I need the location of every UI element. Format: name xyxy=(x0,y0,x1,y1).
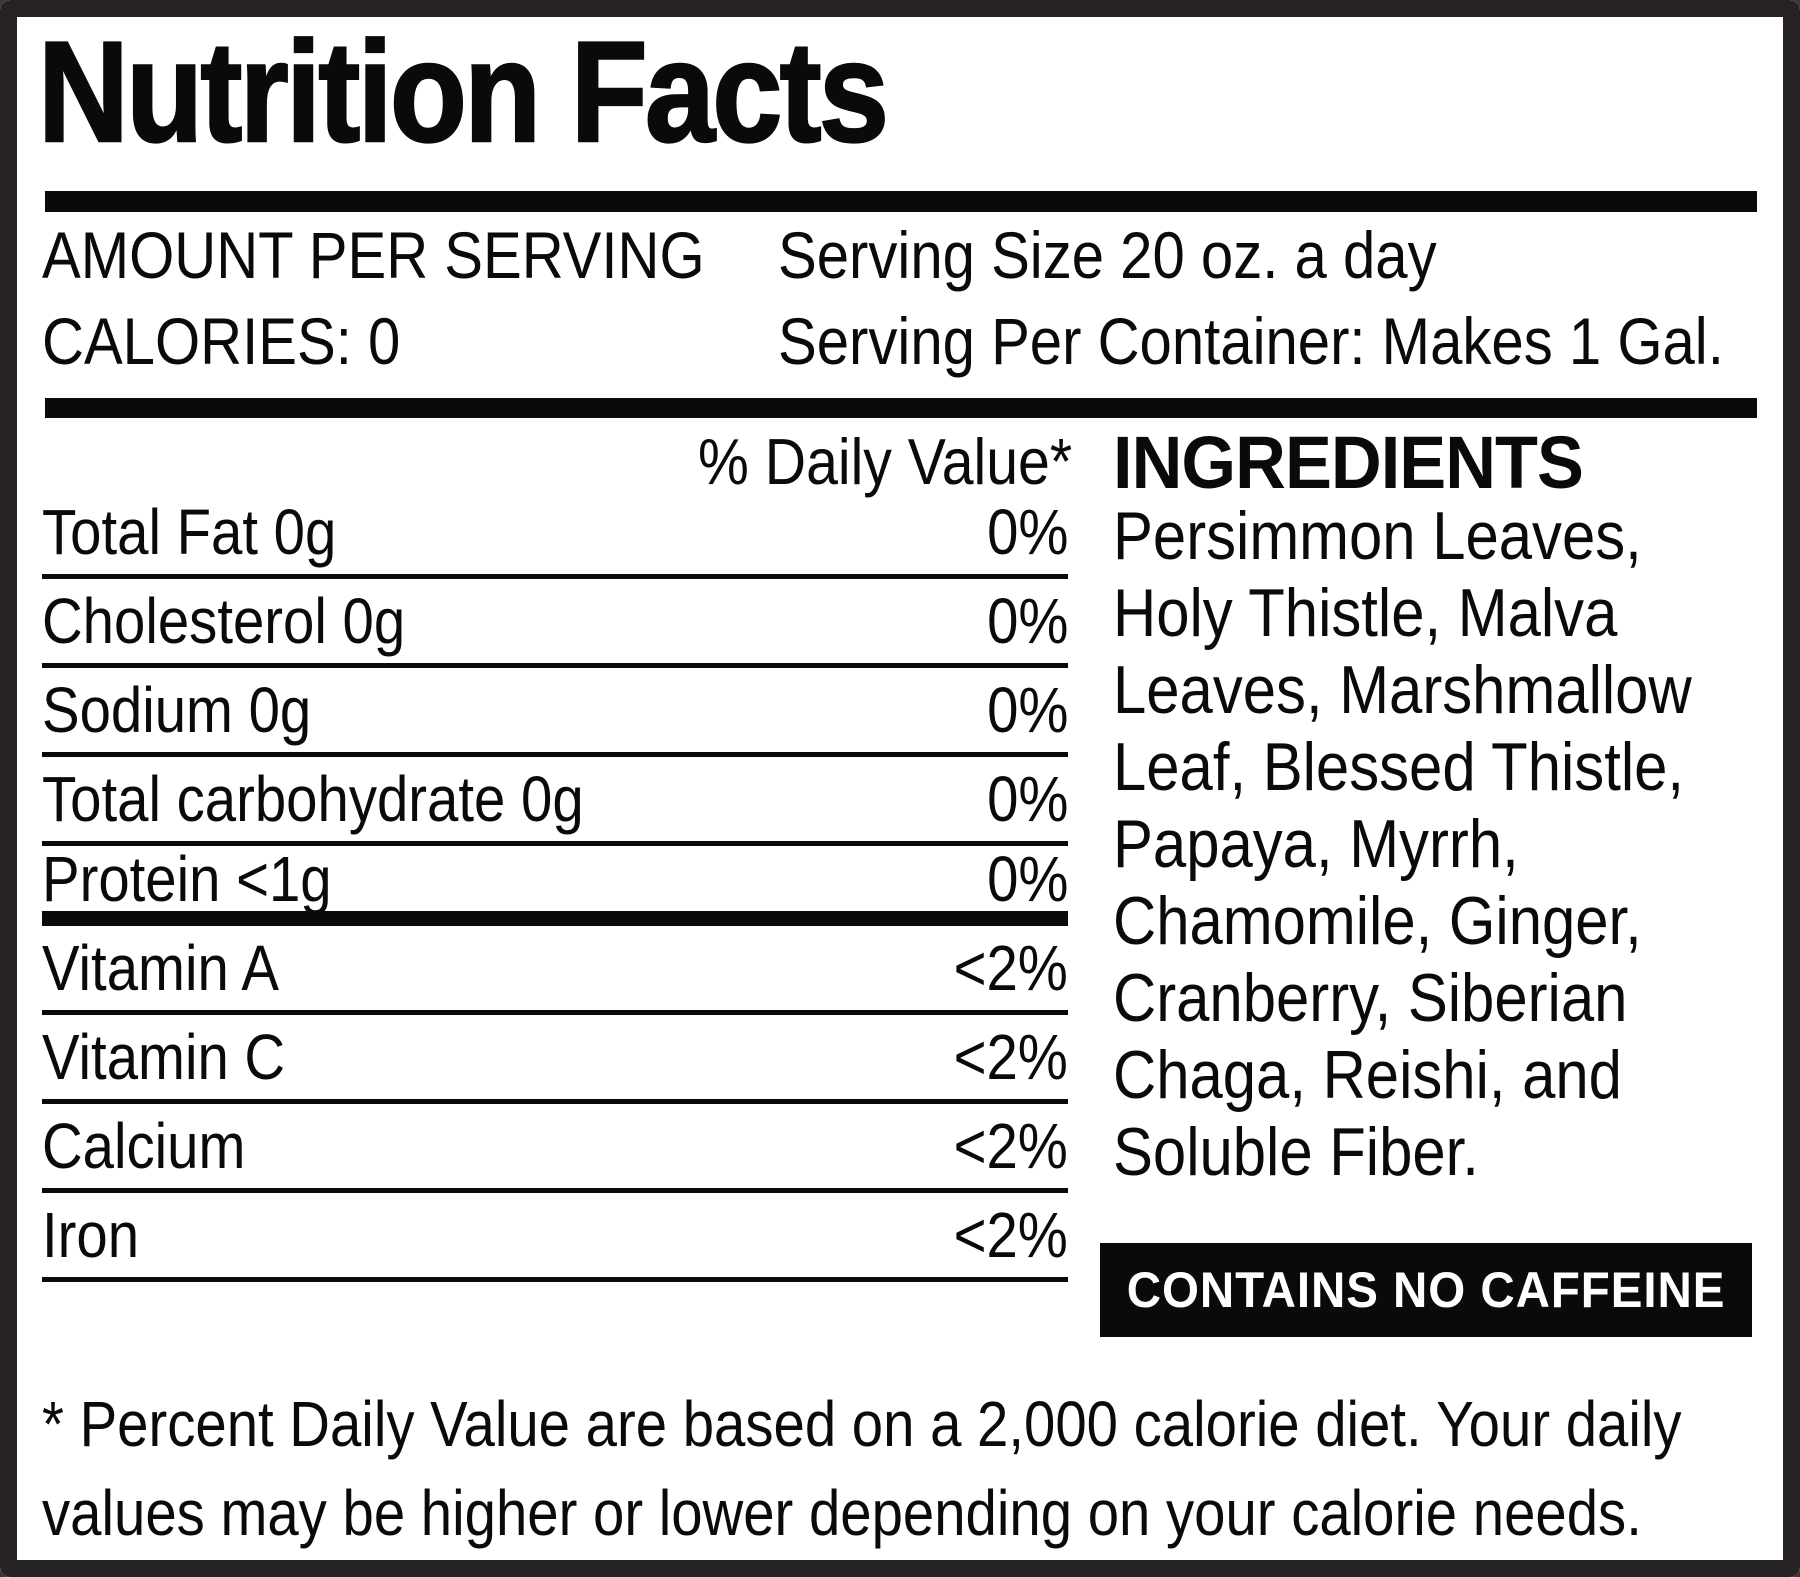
nutrient-dv: <2% xyxy=(953,1110,1068,1182)
amount-per-serving-label: AMOUNT PER SERVING xyxy=(42,218,705,292)
ingredients-line: Holy Thistle, Malva xyxy=(1113,575,1618,651)
table-row-total-carbohydrate: Total carbohydrate 0g 0% xyxy=(42,757,1068,846)
table-row-sodium: Sodium 0g 0% xyxy=(42,668,1068,757)
nutrient-table: Total Fat 0g 0% Cholesterol 0g 0% Sodium… xyxy=(42,490,1068,1282)
nutrient-dv: <2% xyxy=(953,932,1068,1004)
ingredients-list: Persimmon Leaves, Holy Thistle, Malva Le… xyxy=(1113,498,1771,1191)
table-row-iron: Iron <2% xyxy=(42,1193,1068,1282)
ingredients-line: Papaya, Myrrh, xyxy=(1113,806,1519,882)
ingredients-line: Chaga, Reishi, and xyxy=(1113,1037,1622,1113)
no-caffeine-banner-text: CONTAINS NO CAFFEINE xyxy=(1126,1262,1726,1318)
nutrient-name: Sodium 0g xyxy=(42,674,312,746)
nutrient-dv: <2% xyxy=(953,1199,1068,1271)
nutrient-name: Vitamin A xyxy=(42,932,279,1004)
nutrient-name: Iron xyxy=(42,1199,140,1271)
daily-value-footnote: * Percent Daily Value are based on a 2,0… xyxy=(42,1380,1800,1558)
table-row-total-fat: Total Fat 0g 0% xyxy=(42,490,1068,579)
nutrient-dv: 0% xyxy=(986,842,1068,915)
serving-size-value: Serving Size 20 oz. a day xyxy=(778,218,1437,292)
table-row-vitamin-c: Vitamin C <2% xyxy=(42,1015,1068,1104)
nutrient-dv: 0% xyxy=(986,674,1068,746)
ingredients-line: Cranberry, Siberian xyxy=(1113,960,1628,1036)
ingredients-line: Persimmon Leaves, xyxy=(1113,498,1642,574)
serving-header-right: Serving Size 20 oz. a day Serving Per Co… xyxy=(778,212,1800,384)
footnote-line: * Percent Daily Value are based on a 2,0… xyxy=(42,1388,1682,1460)
ingredients-heading-text: INGREDIENTS xyxy=(1113,421,1584,504)
table-row-calcium: Calcium <2% xyxy=(42,1104,1068,1193)
footnote-line: values may be higher or lower depending … xyxy=(42,1477,1642,1549)
table-row-protein: Protein <1g 0% xyxy=(42,843,1068,926)
page-title-text: Nutrition Facts xyxy=(37,13,890,172)
ingredients-line: Leaf, Blessed Thistle, xyxy=(1113,729,1685,805)
nutrient-dv: 0% xyxy=(986,763,1068,835)
page-title: Nutrition Facts xyxy=(37,13,1002,172)
nutrient-name: Total Fat 0g xyxy=(42,496,337,568)
serving-header-left: AMOUNT PER SERVING CALORIES: 0 xyxy=(42,212,795,384)
ingredients-line: Leaves, Marshmallow xyxy=(1113,652,1692,728)
nutrient-name: Calcium xyxy=(42,1110,246,1182)
nutrient-dv: 0% xyxy=(986,585,1068,657)
daily-value-column-header: % Daily Value* xyxy=(42,424,1072,499)
table-row-cholesterol: Cholesterol 0g 0% xyxy=(42,579,1068,668)
nutrient-dv: 0% xyxy=(986,496,1068,568)
ingredients-line: Chamomile, Ginger, xyxy=(1113,883,1642,959)
servings-per-container-value: Serving Per Container: Makes 1 Gal. xyxy=(778,304,1724,378)
nutrient-name: Cholesterol 0g xyxy=(42,585,406,657)
nutrient-name: Total carbohydrate 0g xyxy=(42,763,584,835)
daily-value-header-text: % Daily Value* xyxy=(697,425,1072,498)
table-row-vitamin-a: Vitamin A <2% xyxy=(42,926,1068,1015)
nutrient-name: Vitamin C xyxy=(42,1021,286,1093)
nutrient-name: Protein <1g xyxy=(42,842,332,915)
nutrient-dv: <2% xyxy=(953,1021,1068,1093)
calories-value: CALORIES: 0 xyxy=(42,304,401,378)
title-divider-bar xyxy=(45,191,1757,212)
no-caffeine-banner: CONTAINS NO CAFFEINE xyxy=(1100,1243,1752,1337)
header-divider-bar xyxy=(45,398,1757,418)
ingredients-line: Soluble Fiber. xyxy=(1113,1114,1479,1190)
ingredients-heading: INGREDIENTS xyxy=(1113,420,1608,505)
